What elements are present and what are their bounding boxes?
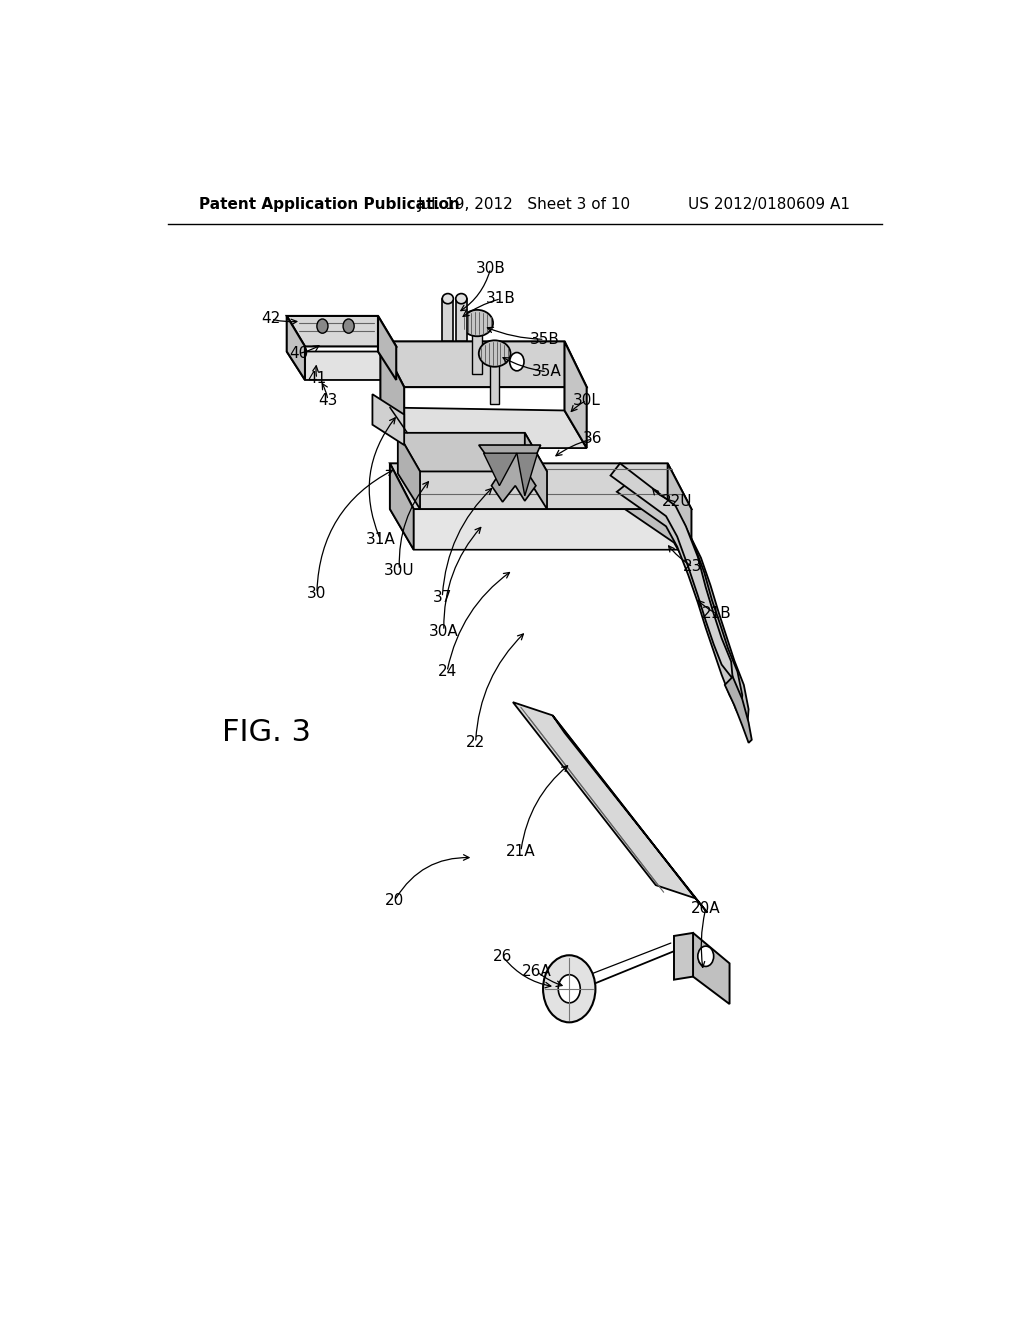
Polygon shape [513,702,695,899]
Polygon shape [616,482,742,715]
Polygon shape [442,298,454,342]
Text: 26: 26 [493,949,512,964]
Circle shape [343,319,354,333]
Polygon shape [287,351,396,380]
Text: 21A: 21A [506,843,536,859]
Text: 20A: 20A [691,902,721,916]
Text: 22U: 22U [662,495,692,510]
Polygon shape [397,433,420,510]
Ellipse shape [442,293,454,304]
Circle shape [558,974,581,1003]
Text: 30L: 30L [572,393,601,408]
Polygon shape [564,342,587,447]
Polygon shape [668,463,691,549]
Polygon shape [380,342,404,447]
Text: 20: 20 [385,892,404,908]
Text: 30: 30 [307,586,327,601]
Polygon shape [553,715,708,912]
Text: 24: 24 [437,664,457,680]
Text: 40: 40 [289,346,308,362]
Polygon shape [674,936,727,972]
Ellipse shape [479,341,511,367]
Polygon shape [390,510,691,549]
Text: US 2012/0180609 A1: US 2012/0180609 A1 [688,197,850,211]
Text: 35A: 35A [532,364,562,379]
Text: 37: 37 [432,590,452,605]
Polygon shape [390,463,414,549]
Polygon shape [390,463,691,510]
Circle shape [510,352,524,371]
Circle shape [316,319,328,333]
Ellipse shape [456,293,467,304]
Polygon shape [674,933,693,979]
Polygon shape [373,395,404,445]
Text: 30U: 30U [384,562,415,578]
Text: FIG. 3: FIG. 3 [222,718,311,747]
Text: 30A: 30A [429,623,459,639]
Polygon shape [725,677,752,743]
Polygon shape [625,499,749,730]
Text: 22: 22 [466,735,485,750]
Text: 41: 41 [307,371,327,387]
Text: 31B: 31B [486,292,516,306]
Text: 35B: 35B [529,331,559,347]
Polygon shape [483,453,517,486]
Polygon shape [517,453,538,496]
Polygon shape [380,342,587,387]
Circle shape [697,946,714,966]
Ellipse shape [461,310,494,337]
Polygon shape [489,359,500,404]
Polygon shape [287,315,305,380]
Polygon shape [456,298,467,342]
Polygon shape [380,408,587,447]
Text: 36: 36 [583,432,602,446]
Text: 43: 43 [318,393,338,408]
Polygon shape [479,445,541,502]
Text: 21B: 21B [702,606,732,622]
Polygon shape [693,933,729,1005]
Polygon shape [287,315,396,346]
Polygon shape [524,433,547,510]
Text: Patent Application Publication: Patent Application Publication [200,197,460,211]
Polygon shape [610,463,733,678]
Circle shape [543,956,595,1022]
Text: Jul. 19, 2012   Sheet 3 of 10: Jul. 19, 2012 Sheet 3 of 10 [418,197,632,211]
Text: 26A: 26A [522,964,552,979]
Text: 31A: 31A [366,532,395,546]
Text: 42: 42 [261,312,281,326]
Polygon shape [472,329,482,374]
Polygon shape [378,315,396,380]
Polygon shape [397,433,547,471]
Text: 30B: 30B [476,260,506,276]
Text: 23: 23 [683,560,702,574]
